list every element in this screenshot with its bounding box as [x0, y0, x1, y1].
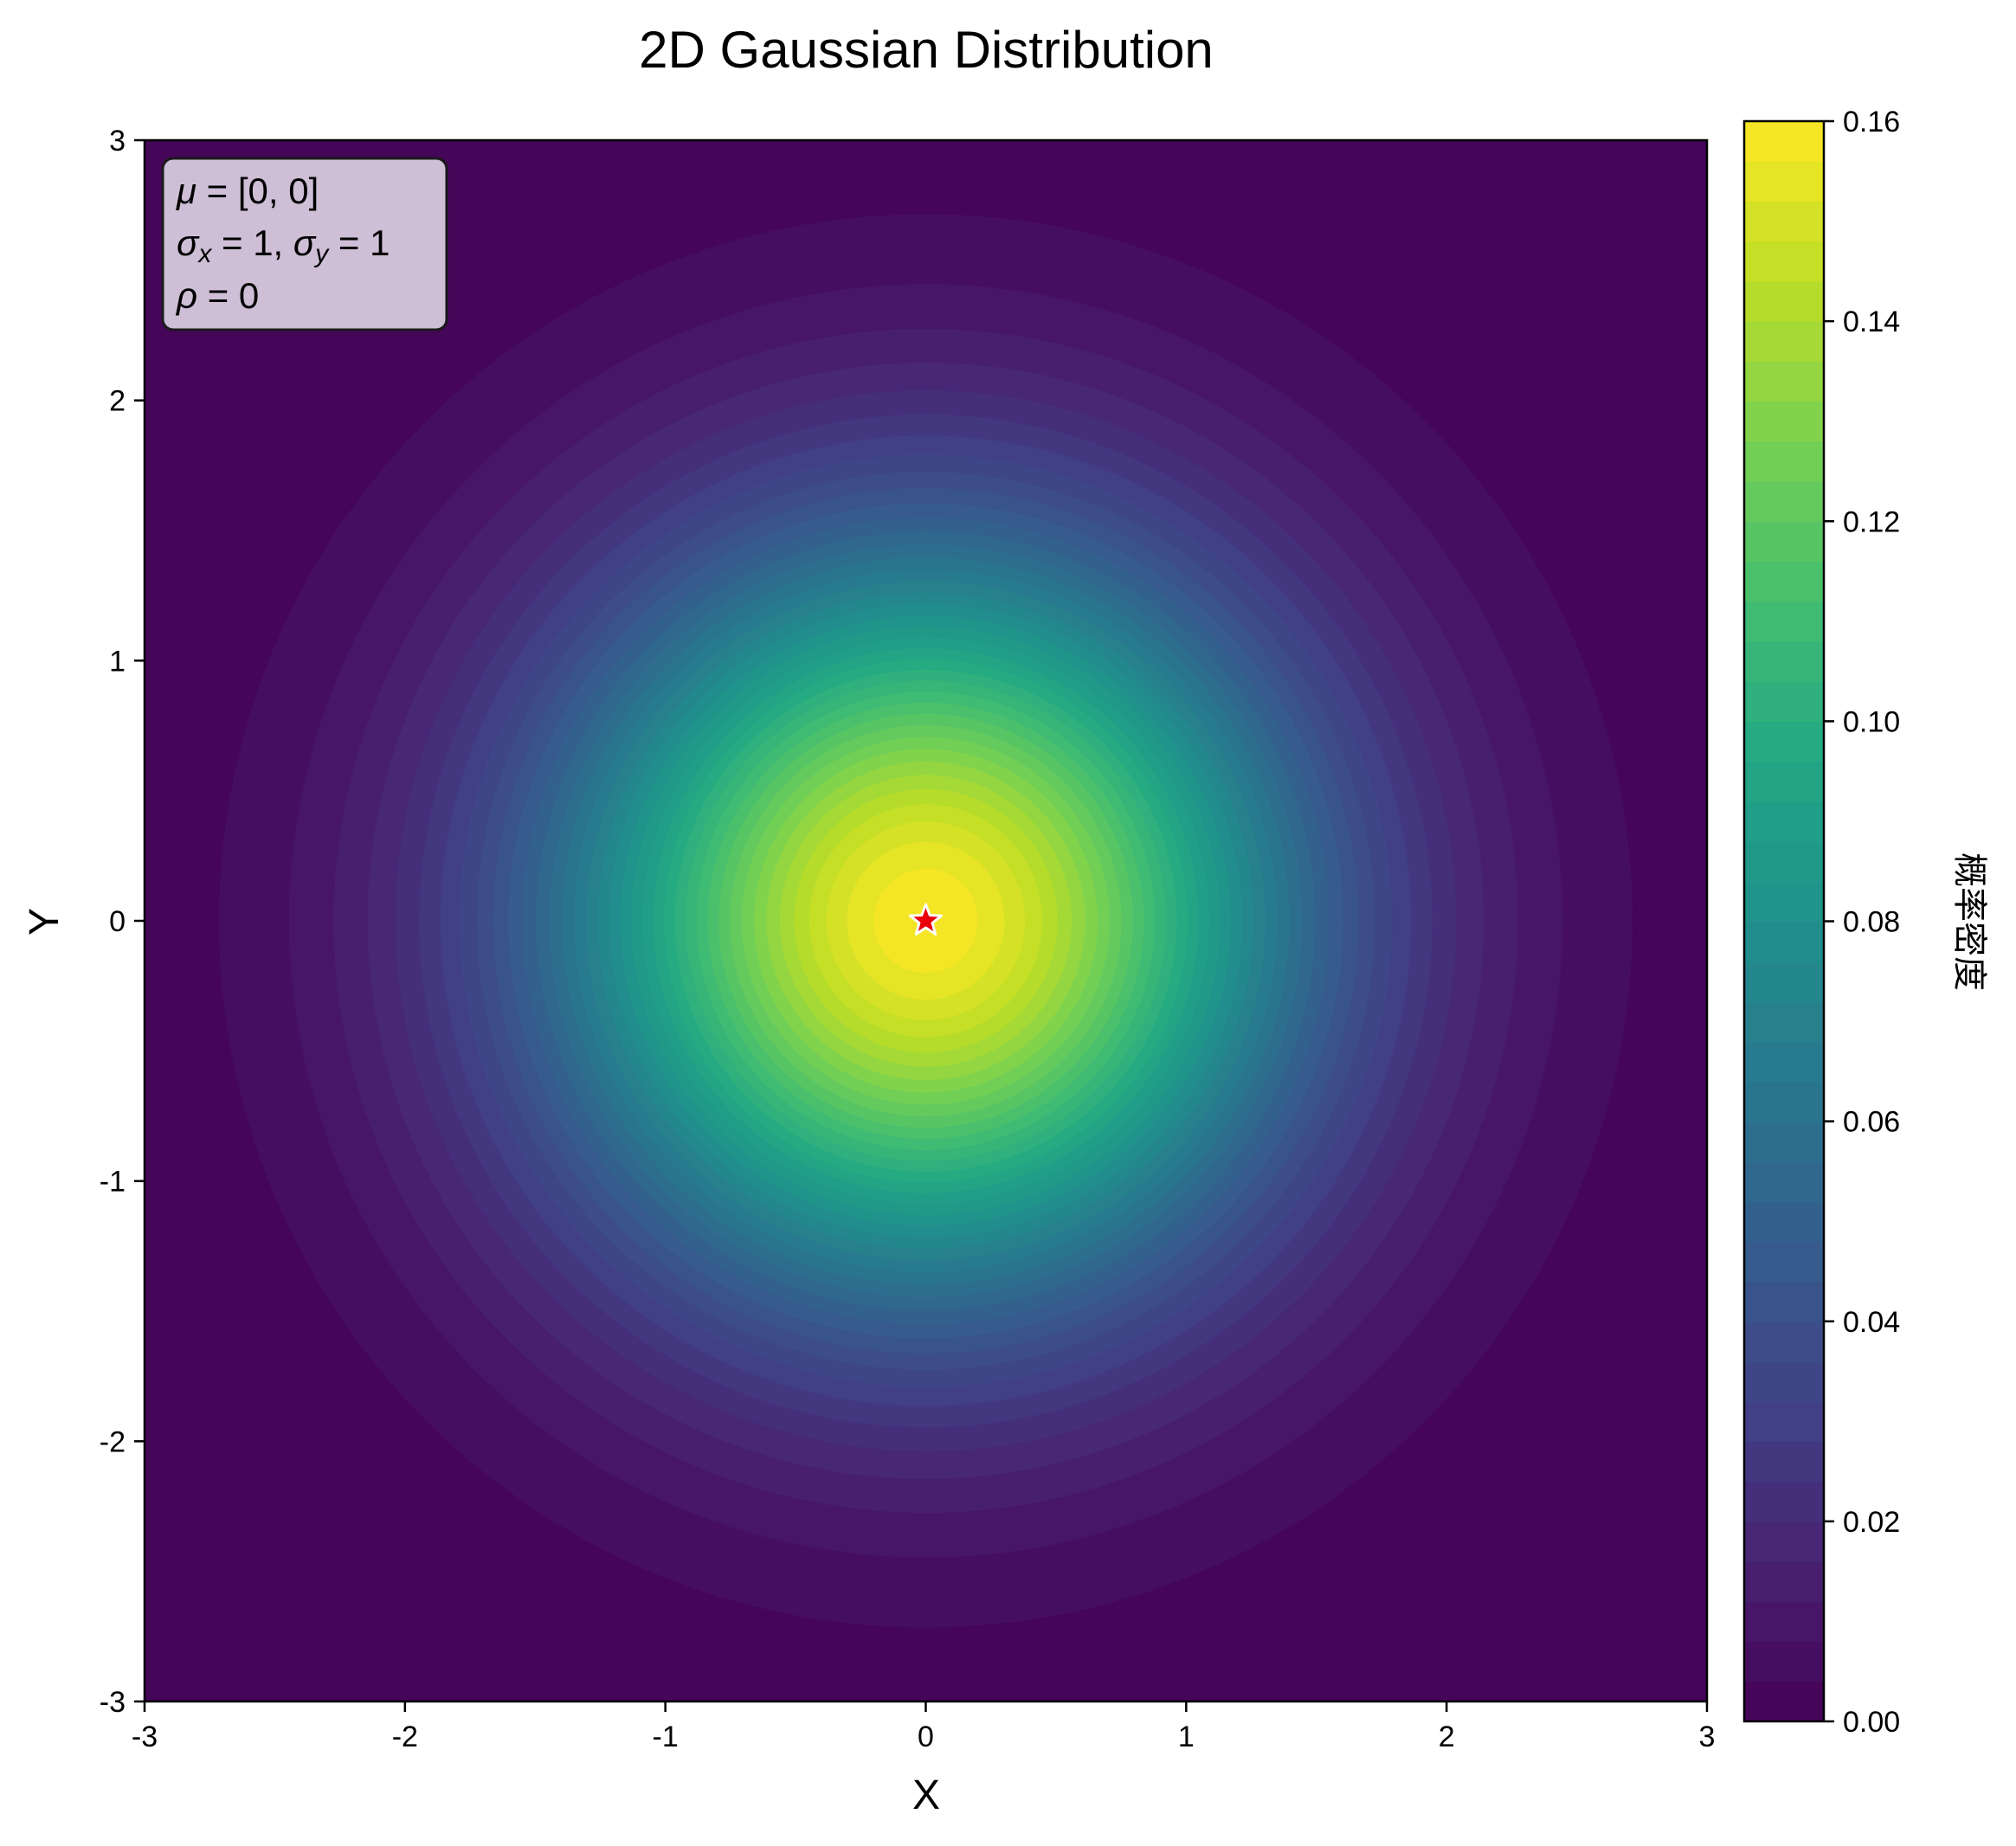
y-tick-label: 3: [109, 125, 126, 158]
colorbar-band: [1744, 1000, 1824, 1042]
y-tick-label: 0: [109, 905, 126, 938]
colorbar-band: [1744, 1681, 1824, 1722]
x-tick-label: -2: [392, 1721, 418, 1753]
annotation-sigma: σx = 1, σy = 1: [177, 222, 390, 268]
colorbar-band: [1744, 1441, 1824, 1483]
x-tick-label: 1: [1178, 1721, 1195, 1753]
annotation-background: [161, 157, 448, 331]
y-tick-label: -2: [100, 1425, 126, 1458]
colorbar-band: [1744, 321, 1824, 362]
colorbar-band: [1744, 441, 1824, 482]
colorbar-tick-label: 0.02: [1843, 1506, 1900, 1539]
colorbar-tick-label: 0.04: [1843, 1306, 1900, 1339]
x-tick-label: 2: [1439, 1721, 1455, 1753]
colorbar-band: [1744, 1521, 1824, 1562]
colorbar-band: [1744, 721, 1824, 762]
colorbar-band: [1744, 1241, 1824, 1283]
center-marker-layer: [908, 903, 944, 936]
colorbar-band: [1744, 561, 1824, 602]
colorbar-band: [1744, 841, 1824, 882]
colorbar-band: [1744, 1401, 1824, 1443]
x-tick-label: -3: [132, 1721, 158, 1753]
x-axis-title: X: [912, 1772, 940, 1818]
colorbar-band: [1744, 280, 1824, 322]
colorbar-tick-label: 0.06: [1843, 1106, 1900, 1139]
colorbar-band: [1744, 521, 1824, 563]
colorbar-tick-label: 0.08: [1843, 906, 1900, 939]
colorbar-band: [1744, 1081, 1824, 1122]
x-axis-ticks: -3 -2 -1 0 1 2 3: [132, 1701, 1716, 1753]
x-tick-label: -1: [653, 1721, 679, 1753]
colorbar-band: [1744, 161, 1824, 203]
colorbar-band: [1744, 1641, 1824, 1682]
colorbar-band: [1744, 640, 1824, 682]
y-tick-label: -3: [100, 1686, 126, 1719]
y-axis-ticks: -3 -2 -1 0 1 2 3: [100, 125, 145, 1719]
colorbar-band: [1744, 481, 1824, 522]
colorbar-tick-label: 0.00: [1843, 1706, 1900, 1739]
colorbar-band: [1744, 1321, 1824, 1362]
plot-area: [143, 138, 1709, 1703]
parameter-annotation: μ = [0, 0] σx = 1, σy = 1 ρ = 0: [161, 157, 448, 331]
colorbar-label: 概率密度: [1949, 852, 1989, 991]
colorbar-band: [1744, 1041, 1824, 1082]
x-tick-label: 0: [918, 1721, 934, 1753]
colorbar-band: [1744, 241, 1824, 282]
colorbar-tick-label: 0.10: [1843, 705, 1900, 738]
colorbar-band: [1744, 361, 1824, 402]
colorbar-band: [1744, 1121, 1824, 1162]
colorbar-band: [1744, 1161, 1824, 1202]
y-tick-label: -1: [100, 1166, 126, 1199]
colorbar-band: [1744, 881, 1824, 923]
colorbar-tick-label: 0.16: [1843, 106, 1900, 138]
colorbar: 0.00 0.02 0.04 0.06 0.08 0.10 0.12 0.14 0.16 概率密…: [1742, 106, 1989, 1739]
colorbar-band: [1744, 961, 1824, 1002]
center-star-icon: [908, 903, 944, 936]
colorbar-band: [1744, 1561, 1824, 1602]
annotation-mu: μ = [0, 0]: [176, 170, 319, 211]
y-axis-title: Y: [22, 908, 68, 936]
colorbar-band: [1744, 761, 1824, 802]
colorbar-band: [1744, 801, 1824, 842]
colorbar-band: [1744, 1201, 1824, 1242]
colorbar-band: [1744, 921, 1824, 962]
y-tick-label: 1: [109, 645, 126, 678]
colorbar-band: [1744, 681, 1824, 722]
colorbar-bands: [1744, 121, 1824, 1722]
colorbar-band: [1744, 1360, 1824, 1402]
y-tick-label: 2: [109, 385, 126, 418]
colorbar-band: [1744, 1281, 1824, 1322]
colorbar-band: [1744, 601, 1824, 642]
x-tick-label: 3: [1699, 1721, 1716, 1753]
colorbar-ticks: 0.00 0.02 0.04 0.06 0.08 0.10 0.12 0.14 0.16: [1824, 106, 1900, 1739]
chart-title: 2D Gaussian Distribution: [639, 21, 1214, 79]
colorbar-tick-label: 0.12: [1843, 505, 1900, 538]
annotation-rho: ρ = 0: [175, 275, 259, 316]
colorbar-band: [1744, 1601, 1824, 1643]
colorbar-tick-label: 0.14: [1843, 306, 1900, 338]
colorbar-band: [1744, 121, 1824, 162]
colorbar-band: [1744, 201, 1824, 242]
colorbar-band: [1744, 401, 1824, 442]
contour-layer: [145, 140, 1707, 1701]
colorbar-band: [1744, 1481, 1824, 1522]
